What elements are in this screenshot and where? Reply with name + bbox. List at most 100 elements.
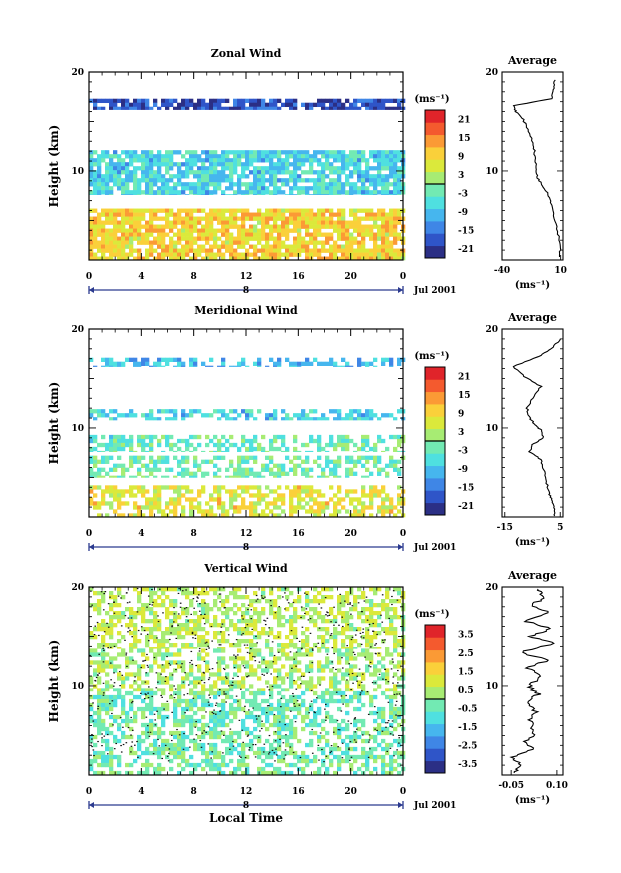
panel-title: Meridional Wind bbox=[194, 304, 298, 317]
y-axis-label: Height (km) bbox=[47, 125, 61, 208]
panel-3: Vertical Wind 0 4 8 12 16 20 0 8 Jul 2001 20 10 Heig… bbox=[47, 562, 568, 811]
colorbar-tick-label: -3 bbox=[458, 189, 468, 199]
x-tick-label: 0 bbox=[86, 529, 92, 539]
colorbar-swatch bbox=[425, 736, 445, 749]
profile-line bbox=[509, 588, 555, 774]
colorbar-tick-label: -15 bbox=[458, 483, 474, 493]
profile-frame bbox=[501, 586, 564, 776]
colorbar-swatch bbox=[425, 221, 445, 234]
average-profile: Average 20 10 -0.05 0.10 (ms⁻¹) bbox=[485, 569, 567, 806]
colorbar-swatch bbox=[425, 404, 445, 417]
colorbar: (ms⁻¹) 21 15 9 3 -3 -9 -15 -21 bbox=[414, 351, 474, 516]
x-tick-label: 0 bbox=[400, 787, 406, 797]
colorbar-swatch bbox=[425, 428, 445, 442]
panel-title: Vertical Wind bbox=[203, 562, 288, 575]
colorbar-swatch bbox=[425, 367, 445, 380]
profile-x-tick-label: 10 bbox=[554, 266, 567, 276]
panel-1: Zonal Wind 0 4 8 12 16 20 0 8 Jul 2001 20 10 Height … bbox=[47, 47, 567, 296]
colorbar-tick-label: -21 bbox=[458, 245, 474, 255]
colorbar-tick-label: 0.5 bbox=[458, 686, 474, 696]
colorbar-swatch bbox=[425, 637, 445, 651]
colorbar-tick-label: -9 bbox=[458, 465, 468, 475]
day-bar-arrow-left bbox=[89, 802, 94, 808]
y-tick-label: 20 bbox=[71, 325, 84, 335]
profile-title: Average bbox=[507, 54, 557, 67]
colorbar-swatch bbox=[425, 711, 445, 725]
colorbar-swatch bbox=[425, 686, 445, 700]
panel-2: Meridional Wind 0 4 8 12 16 20 0 8 Jul 2001 20 10 He… bbox=[47, 304, 564, 553]
profile-x-tick-label: -40 bbox=[494, 266, 510, 276]
colorbar-swatch bbox=[425, 184, 445, 197]
day-bar-arrow-left bbox=[89, 287, 94, 293]
y-tick-label: 10 bbox=[71, 682, 84, 692]
profile-x-tick-label: 0.10 bbox=[546, 781, 568, 791]
x-tick-label: 16 bbox=[292, 787, 305, 797]
profile-line bbox=[512, 338, 561, 517]
colorbar-tick-label: 9 bbox=[458, 152, 464, 162]
colorbar-swatch bbox=[425, 245, 445, 259]
colorbar-swatch bbox=[425, 465, 445, 479]
profile-x-tick-label: -0.05 bbox=[498, 781, 524, 791]
colorbar-swatch bbox=[425, 110, 445, 123]
profile-unit: (ms⁻¹) bbox=[515, 280, 550, 291]
colorbar-tick-label: 21 bbox=[458, 115, 471, 125]
colorbar-swatch bbox=[425, 134, 445, 148]
colorbar-unit: (ms⁻¹) bbox=[414, 351, 449, 362]
colorbar-swatch bbox=[425, 748, 445, 762]
colorbar-tick-label: 3 bbox=[458, 171, 464, 181]
colorbar: (ms⁻¹) 21 15 9 3 -3 -9 -15 -21 bbox=[414, 94, 474, 259]
colorbar-tick-label: 1.5 bbox=[458, 667, 474, 677]
day-label: 8 bbox=[243, 801, 249, 811]
colorbar-tick-label: 21 bbox=[458, 372, 471, 382]
x-tick-label: 12 bbox=[240, 272, 253, 282]
x-tick-label: 0 bbox=[86, 787, 92, 797]
profile-y-tick-label: 20 bbox=[485, 68, 498, 78]
colorbar-swatch bbox=[425, 625, 445, 638]
colorbar-swatch bbox=[425, 441, 445, 454]
colorbar-tick-label: 3.5 bbox=[458, 630, 474, 640]
x-tick-label: 0 bbox=[86, 272, 92, 282]
y-tick-label: 10 bbox=[71, 167, 84, 177]
colorbar-swatch bbox=[425, 478, 445, 491]
profile-x-tick-label: 5 bbox=[557, 523, 563, 533]
colorbar-tick-label: -0.5 bbox=[458, 704, 477, 714]
colorbar-unit: (ms⁻¹) bbox=[414, 609, 449, 620]
colorbar-swatch bbox=[425, 699, 445, 712]
x-tick-label: 0 bbox=[400, 272, 406, 282]
colorbar-swatch bbox=[425, 159, 445, 173]
colorbar-tick-label: 3 bbox=[458, 428, 464, 438]
heatmap-cells bbox=[89, 98, 406, 261]
x-tick-label: 16 bbox=[292, 529, 305, 539]
colorbar-swatch bbox=[425, 490, 445, 504]
y-tick-label: 20 bbox=[71, 68, 84, 78]
profile-unit: (ms⁻¹) bbox=[515, 795, 550, 806]
profile-y-tick-label: 10 bbox=[485, 167, 498, 177]
colorbar-swatch bbox=[425, 233, 445, 247]
colorbar-tick-label: -15 bbox=[458, 226, 474, 236]
colorbar-swatch bbox=[425, 379, 445, 393]
colorbar-unit: (ms⁻¹) bbox=[414, 94, 449, 105]
x-tick-label: 8 bbox=[191, 529, 197, 539]
colorbar-swatch bbox=[425, 391, 445, 405]
y-axis-label: Height (km) bbox=[47, 382, 61, 465]
colorbar-swatch bbox=[425, 196, 445, 210]
profile-y-tick-label: 10 bbox=[485, 682, 498, 692]
average-profile: Average 20 10 -15 5 (ms⁻¹) bbox=[485, 311, 564, 548]
profile-title: Average bbox=[507, 569, 557, 582]
x-tick-label: 20 bbox=[344, 272, 357, 282]
panel-title: Zonal Wind bbox=[211, 47, 282, 60]
heatmap-cells bbox=[89, 357, 406, 518]
colorbar-tick-label: -1.5 bbox=[458, 723, 477, 733]
profile-unit: (ms⁻¹) bbox=[515, 537, 550, 548]
day-label: 8 bbox=[243, 286, 249, 296]
profile-title: Average bbox=[507, 311, 557, 324]
profile-line bbox=[512, 79, 562, 257]
profile-frame bbox=[501, 328, 564, 518]
colorbar-swatch bbox=[425, 147, 445, 160]
y-tick-label: 10 bbox=[71, 424, 84, 434]
colorbar-tick-label: -3.5 bbox=[458, 760, 477, 770]
colorbar-tick-label: 15 bbox=[458, 391, 471, 401]
x-tick-label: 20 bbox=[344, 787, 357, 797]
day-bar-arrow-right bbox=[398, 802, 403, 808]
x-tick-label: 8 bbox=[191, 272, 197, 282]
